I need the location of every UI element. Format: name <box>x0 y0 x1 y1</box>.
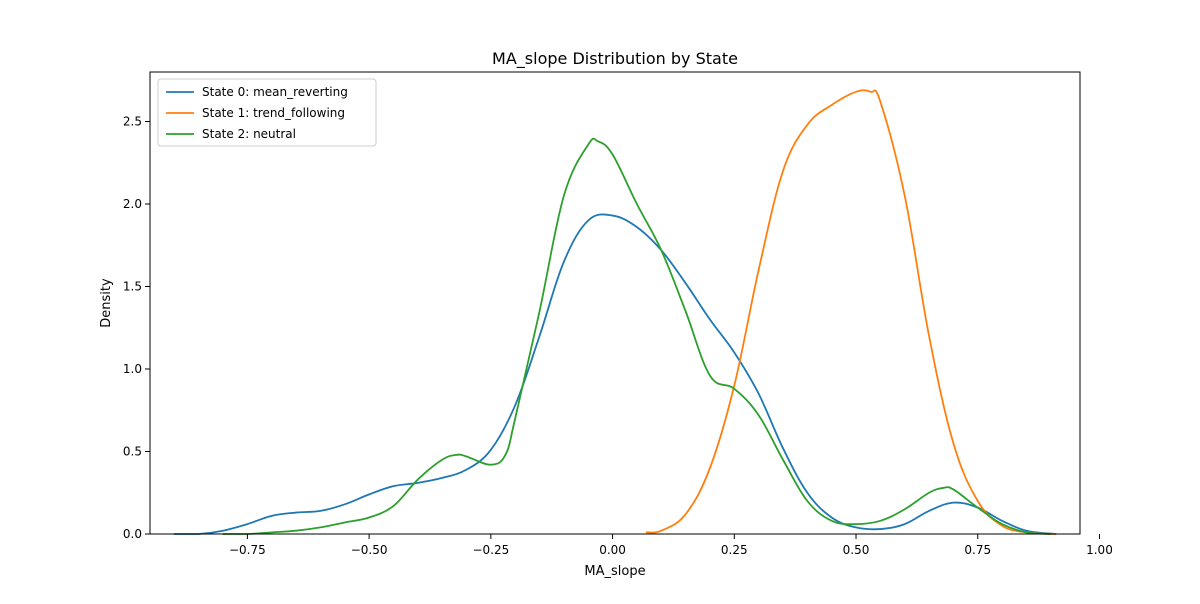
y-tick-label: 1.0 <box>123 362 142 376</box>
x-tick-label: 1.00 <box>1086 543 1113 557</box>
legend-box <box>157 78 377 147</box>
x-tick-label: −0.75 <box>229 543 266 557</box>
y-tick-label: 2.5 <box>123 115 142 129</box>
series-line-0 <box>173 213 1057 535</box>
y-tick-label: 1.5 <box>123 280 142 294</box>
legend-label-1: State 1: trend_following <box>202 106 345 120</box>
series-lines <box>173 89 1057 535</box>
legend: State 0: mean_reverting State 1: trend_fo… <box>157 78 377 147</box>
x-tick-label: −0.25 <box>472 543 509 557</box>
y-tick-label: 0.5 <box>123 445 142 459</box>
x-axis-label: MA_slope <box>584 564 645 579</box>
series-line-1 <box>645 89 1057 535</box>
x-tick-label: 0.00 <box>599 543 626 557</box>
x-tick-label: 0.25 <box>721 543 748 557</box>
y-axis-label: Density <box>99 278 114 328</box>
x-tick-label: 0.50 <box>843 543 870 557</box>
legend-label-0: State 0: mean_reverting <box>202 85 348 99</box>
chart-title: MA_slope Distribution by State <box>492 49 738 69</box>
x-tick-label: 0.75 <box>964 543 991 557</box>
plot-frame <box>149 71 1081 535</box>
y-tick-label: 2.0 <box>123 197 142 211</box>
series-line-2 <box>222 137 1052 535</box>
x-tick-label: −0.50 <box>351 543 388 557</box>
legend-label-2: State 2: neutral <box>202 127 296 141</box>
y-tick-label: 0.0 <box>123 527 142 541</box>
y-axis: 0.0 0.5 1.0 1.5 2.0 2.5 <box>123 115 150 541</box>
x-axis: −0.75 −0.50 −0.25 0.00 0.25 0.50 0.75 1.00 <box>229 534 1113 557</box>
